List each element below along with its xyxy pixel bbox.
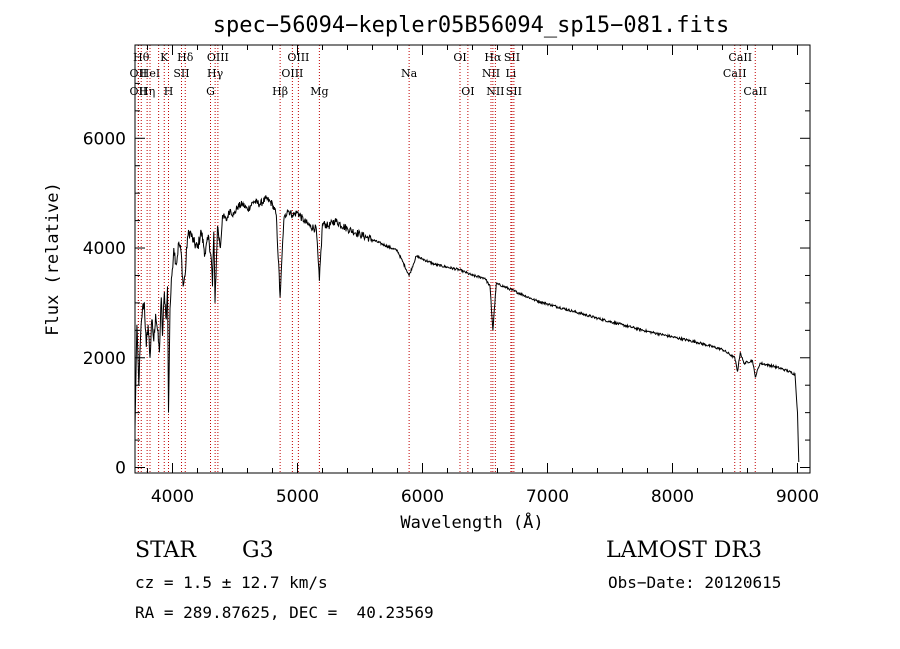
y-tick-label: 0 bbox=[115, 459, 126, 479]
spectral-line-label: Mg bbox=[310, 85, 328, 98]
x-tick-label: 6000 bbox=[401, 487, 444, 507]
object-class: STAR bbox=[135, 538, 196, 563]
spectral-line-label: H bbox=[164, 85, 174, 98]
spectral-line-label: NII bbox=[486, 85, 504, 98]
survey-name: LAMOST DR3 bbox=[606, 538, 762, 563]
spectral-line-label: OI bbox=[453, 51, 466, 64]
flux-series-line bbox=[134, 195, 800, 463]
spectral-line-label: G bbox=[206, 85, 215, 98]
spectral-line-label: Hγ bbox=[207, 67, 224, 80]
spectral-line-label: CaII bbox=[728, 51, 752, 64]
spectral-subclass: G3 bbox=[242, 538, 274, 563]
spectral-line-label: CaII bbox=[743, 85, 767, 98]
spectral-line-label: OIII bbox=[281, 67, 303, 80]
spectral-line-label: K bbox=[160, 51, 169, 64]
spectral-line-label: NII bbox=[482, 67, 500, 80]
y-tick-label: 4000 bbox=[83, 239, 126, 259]
x-tick-label: 7000 bbox=[526, 487, 569, 507]
plot-frame bbox=[134, 44, 811, 474]
x-axis-label: Wavelength (Å) bbox=[400, 511, 543, 533]
spectral-line-label: CaII bbox=[723, 67, 747, 80]
spectral-line-label: OII bbox=[130, 67, 148, 80]
axes: 4000 5000 6000 7000 8000 9000 0 2000 4000 6000 bbox=[83, 45, 819, 507]
x-tick-label: 9000 bbox=[776, 487, 819, 507]
redshift-velocity: cz = 1.5 ± 12.7 km/s bbox=[135, 573, 328, 592]
spectral-line-label: OIII bbox=[287, 51, 309, 64]
observation-date: Obs−Date: 20120615 bbox=[608, 573, 782, 592]
spectral-line-label: Hη bbox=[139, 85, 155, 98]
spectral-line-label: SII bbox=[173, 67, 189, 80]
spectral-line-label: OII bbox=[130, 85, 148, 98]
y-tick-label: 6000 bbox=[83, 129, 126, 149]
spectral-line-label: SII bbox=[506, 85, 522, 98]
spectral-line-label: HeI bbox=[140, 67, 160, 80]
x-tick-label: 4000 bbox=[151, 487, 194, 507]
spectral-line-label: Na bbox=[401, 67, 418, 80]
x-tick-label: 8000 bbox=[651, 487, 694, 507]
sky-coordinates: RA = 289.87625, DEC = 40.23569 bbox=[135, 603, 434, 622]
spectral-line-label: SII bbox=[504, 51, 520, 64]
spectral-line-label: Hθ bbox=[133, 51, 150, 64]
spectral-line-label: OIII bbox=[207, 51, 229, 64]
y-tick-label: 2000 bbox=[83, 349, 126, 369]
x-tick-label: 5000 bbox=[276, 487, 319, 507]
chart-title: spec−56094−kepler05B56094_sp15−081.fits bbox=[213, 13, 730, 38]
spectral-line-label: Hβ bbox=[272, 85, 288, 98]
y-axis-label: Flux (relative) bbox=[43, 182, 63, 336]
spectral-line-label: Hδ bbox=[177, 51, 194, 64]
spectral-line-label: Hα bbox=[484, 51, 502, 64]
spectral-line-label: Li bbox=[505, 67, 516, 80]
spectral-line-label: OI bbox=[461, 85, 474, 98]
